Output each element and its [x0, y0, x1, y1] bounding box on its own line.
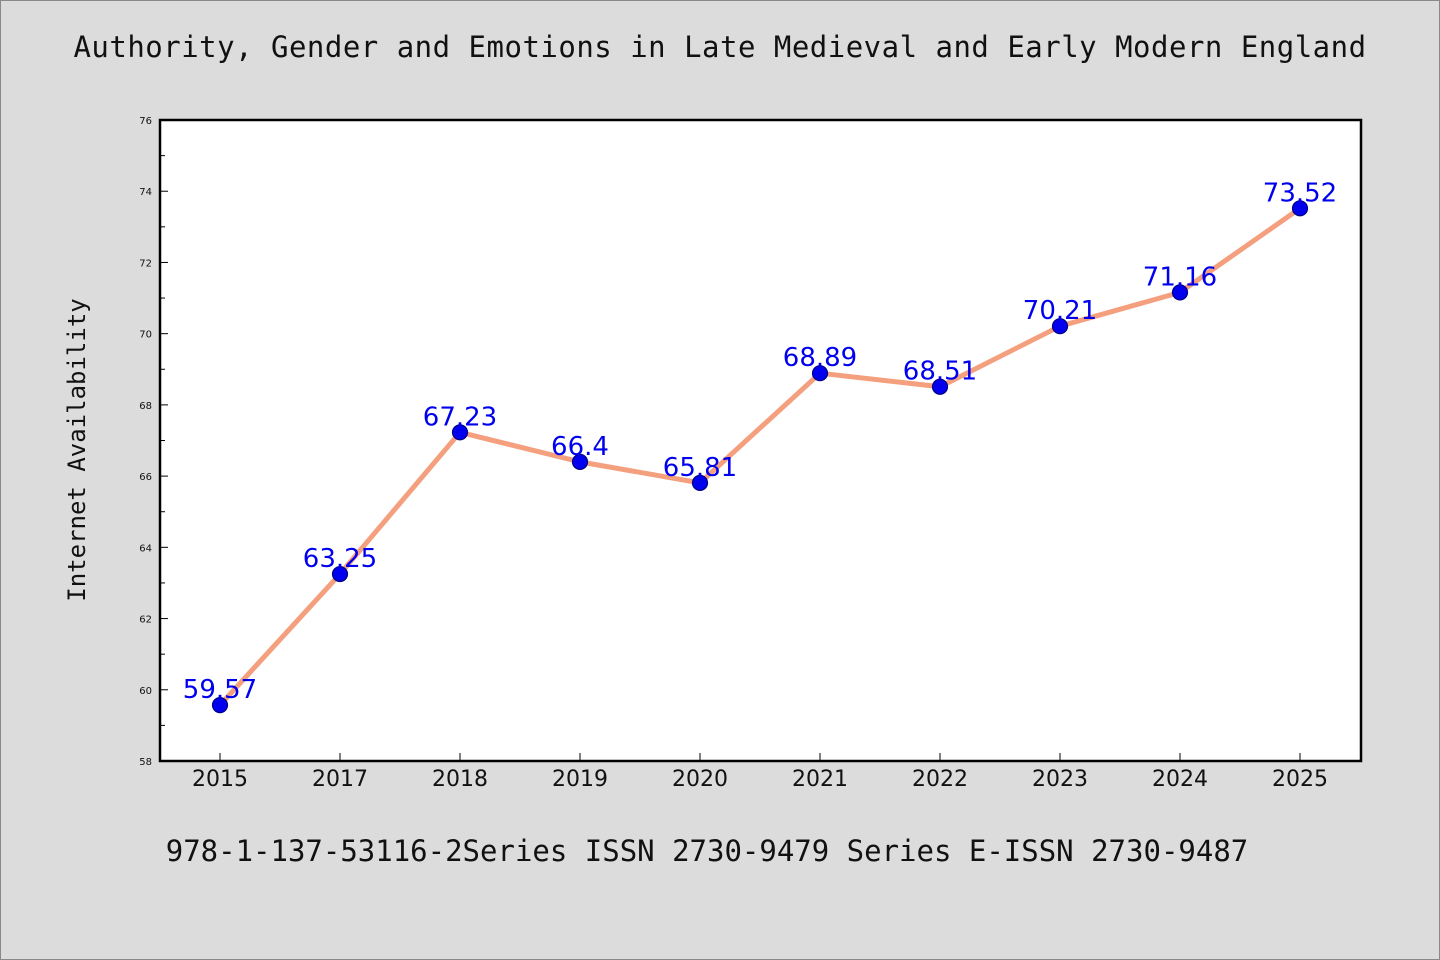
- y-tick-label: 68: [139, 401, 152, 412]
- x-tick-label: 2023: [1032, 767, 1088, 792]
- x-tick-label: 2024: [1152, 767, 1208, 792]
- data-label: 63.25: [303, 544, 377, 574]
- x-tick-label: 2015: [192, 767, 248, 792]
- y-tick-label: 66: [139, 472, 152, 483]
- y-axis-label: Internet Availability: [63, 298, 91, 601]
- x-tick-label: 2019: [552, 767, 608, 792]
- chart-title: Authority, Gender and Emotions in Late M…: [73, 30, 1367, 64]
- data-point: [931, 378, 949, 395]
- data-label: 65.81: [663, 453, 737, 483]
- y-axis: 58 60 62 64 66 68 70 72 74 76: [139, 116, 168, 768]
- y-tick-label: 58: [139, 757, 152, 768]
- data-label: 70.21: [1023, 296, 1097, 326]
- data-label: 67.23: [423, 402, 497, 432]
- x-tick-label: 2018: [432, 767, 488, 792]
- y-tick-label: 72: [139, 258, 152, 269]
- data-label: 66.4: [551, 432, 609, 462]
- data-labels: 59.57 63.25 67.23 66.4 65.81 68.89 68.51 70.21 7…: [183, 178, 1337, 705]
- data-label: 71.16: [1143, 262, 1217, 292]
- data-point: [811, 365, 829, 382]
- data-point: [1051, 318, 1069, 335]
- x-tick-label: 2020: [672, 767, 728, 792]
- data-label: 59.57: [183, 675, 257, 705]
- x-tick-label: 2025: [1272, 767, 1328, 792]
- data-point: [331, 565, 349, 583]
- x-tick-label: 2021: [792, 767, 848, 792]
- data-point: [211, 696, 229, 714]
- data-label: 68.51: [903, 357, 977, 387]
- data-label: 68.89: [783, 343, 857, 373]
- data-point: [1171, 284, 1189, 301]
- footer-text: 978-1-137-53116-2Series ISSN 2730-9479 S…: [165, 834, 1249, 868]
- x-tick-label: 2022: [912, 767, 968, 792]
- y-tick-label: 64: [139, 543, 152, 554]
- data-point: [451, 424, 469, 441]
- plot-area: [158, 118, 1363, 763]
- y-tick-label: 76: [139, 116, 152, 127]
- x-axis: 2015 2017 2018 2019 2020 2021 2022 2023 2024 2025: [192, 753, 1328, 792]
- data-point: [571, 453, 589, 470]
- y-tick-label: 74: [139, 187, 152, 198]
- data-label: 73.52: [1263, 178, 1337, 208]
- y-tick-label: 62: [139, 615, 152, 626]
- y-tick-label: 60: [139, 686, 152, 697]
- data-point: [1291, 200, 1309, 217]
- series-group: [211, 200, 1309, 714]
- data-point: [691, 474, 709, 491]
- y-tick-label: 70: [139, 330, 152, 341]
- x-tick-label: 2017: [312, 767, 368, 792]
- series-line: [217, 205, 1303, 708]
